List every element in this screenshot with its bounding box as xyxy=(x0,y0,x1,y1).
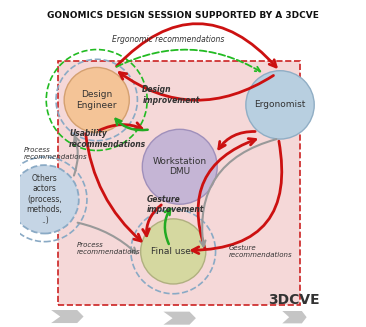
Text: Gesture
improvement: Gesture improvement xyxy=(147,195,205,214)
Circle shape xyxy=(64,67,129,132)
Polygon shape xyxy=(282,311,307,323)
Text: Ergonomic recommendations: Ergonomic recommendations xyxy=(112,35,224,44)
Text: Process
recommendations: Process recommendations xyxy=(23,147,87,160)
Circle shape xyxy=(142,129,217,204)
Text: Final user: Final user xyxy=(152,247,195,256)
Text: Design
Engineer: Design Engineer xyxy=(76,90,117,110)
Text: Process
recommendations: Process recommendations xyxy=(77,242,141,255)
FancyBboxPatch shape xyxy=(57,61,300,305)
Circle shape xyxy=(10,165,79,233)
Text: Design
improvement: Design improvement xyxy=(142,85,200,105)
Polygon shape xyxy=(51,310,83,323)
Circle shape xyxy=(246,71,314,139)
Circle shape xyxy=(141,219,206,284)
Text: Others
actors
(process,
methods,
..): Others actors (process, methods, ..) xyxy=(27,174,63,225)
Text: GONOMICS DESIGN SESSION SUPPORTED BY A 3DCVE: GONOMICS DESIGN SESSION SUPPORTED BY A 3… xyxy=(47,11,319,20)
Polygon shape xyxy=(164,312,196,325)
Text: Usability
recommendations: Usability recommendations xyxy=(69,129,146,149)
Text: 3DCVE: 3DCVE xyxy=(268,293,319,307)
Text: Ergonomist: Ergonomist xyxy=(254,100,306,110)
Text: Gesture
recommendations: Gesture recommendations xyxy=(229,245,292,258)
Text: Workstation
DMU: Workstation DMU xyxy=(153,157,207,177)
